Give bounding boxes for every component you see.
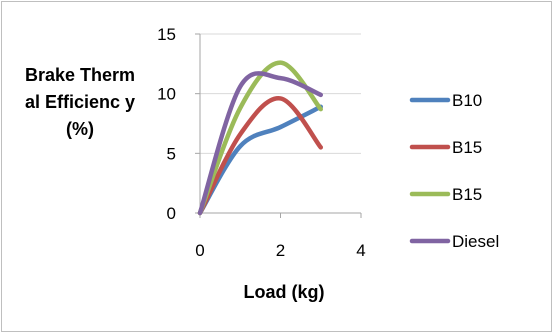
- legend-item: B10: [409, 91, 482, 110]
- y-tick-label: 10: [157, 85, 176, 104]
- series-line-2: [197, 96, 323, 216]
- series-lines: [197, 60, 323, 216]
- x-tick-label: 4: [356, 241, 365, 260]
- y-tick-label: 15: [157, 25, 176, 44]
- x-tick-label: 0: [195, 241, 204, 260]
- legend-item: Diesel: [409, 232, 499, 251]
- legend: B10 B15 B15 Diesel: [409, 91, 499, 251]
- legend-label: B15: [452, 138, 482, 157]
- y-axis-label: Brake Thermal Efficienc y (%): [24, 65, 136, 139]
- x-axis-label: Load (kg): [243, 282, 325, 302]
- legend-label: B10: [452, 91, 482, 110]
- tick-labels: 0 5 10 15 0 2 4: [157, 25, 366, 260]
- legend-item: B15: [409, 185, 482, 204]
- legend-label: B15: [452, 185, 482, 204]
- x-tick-label: 2: [276, 241, 285, 260]
- legend-label: Diesel: [452, 232, 499, 251]
- series-line-4: [197, 71, 323, 216]
- y-tick-label: 0: [167, 204, 176, 223]
- series-line-3: [197, 60, 323, 216]
- legend-item: B15: [409, 138, 482, 157]
- y-tick-label: 5: [167, 144, 176, 163]
